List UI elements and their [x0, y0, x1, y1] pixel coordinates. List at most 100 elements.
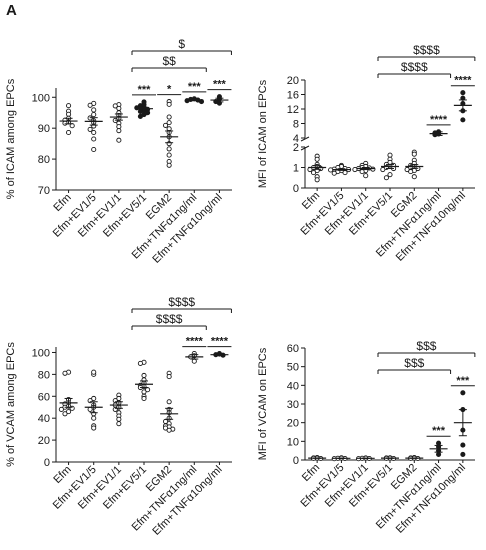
p1-data-point: [383, 175, 389, 181]
p0-data-point: [62, 120, 68, 126]
p0-data-point: [166, 101, 172, 107]
p0-significance-stars: ***: [213, 79, 227, 91]
p3-data-point: [460, 442, 466, 448]
p2-data-point: [116, 416, 122, 422]
p2-data-point: [166, 427, 172, 433]
p0-data-point: [166, 146, 172, 152]
p2-significance-stars: ****: [211, 336, 229, 348]
p1-y-tick-label: 8: [293, 119, 299, 131]
p0-data-point: [116, 128, 122, 134]
p0-y-tick-label: 90: [38, 123, 50, 135]
p2-data-point: [62, 370, 68, 376]
p1-y-tick-label: 1: [293, 163, 299, 175]
p1-data-point: [408, 169, 414, 175]
p0-data-point: [66, 103, 72, 109]
p3-comparison-label: $$$: [416, 339, 436, 353]
p2-y-tick-label: 60: [38, 391, 50, 403]
p0-significance-stars: ***: [138, 84, 152, 96]
p0-data-point: [116, 105, 122, 111]
p1-significance-stars: ****: [430, 114, 448, 126]
p0-data-point: [112, 103, 118, 109]
p0-data-point: [87, 102, 93, 108]
p2-data-point: [141, 389, 147, 395]
p2-data-point: [141, 395, 147, 402]
p1-data-point: [387, 152, 393, 158]
p2-y-axis-label: % of VCAM among EPCs: [5, 342, 17, 467]
p0-comparison-label: $$: [162, 54, 176, 68]
p1-data-point: [328, 167, 334, 173]
p3-y-tick-label: 10: [287, 436, 299, 448]
p3-y-tick-label: 30: [287, 399, 299, 411]
p0-y-tick-label: 70: [38, 185, 50, 197]
p1-data-point: [352, 166, 358, 173]
p0-y-tick-label: 100: [32, 92, 50, 104]
p0-data-point: [137, 113, 143, 119]
p0-comparison-label: $: [178, 37, 185, 51]
p1-comparison-label: $$$$: [413, 43, 440, 57]
p1-axis-break-mark: [300, 145, 310, 151]
p2-comparison-label: $$$$: [168, 295, 195, 309]
p2-data-point: [141, 372, 147, 379]
p0-data-point: [166, 162, 172, 168]
p2-comparison-label: $$$$: [156, 312, 183, 326]
p0-data-point: [162, 122, 169, 128]
p2-data-point: [191, 358, 197, 364]
p3-data-point: [460, 390, 466, 396]
p3-y-tick-label: 20: [287, 418, 299, 430]
p1-significance-stars: ****: [454, 75, 472, 87]
p0-data-point: [91, 107, 97, 113]
p0-data-point: [91, 129, 97, 136]
p1-data-point: [387, 172, 393, 178]
p2-data-point: [91, 425, 97, 431]
p2-data-point: [137, 360, 143, 366]
p3-y-tick-label: 60: [287, 343, 299, 355]
p1-data-point: [460, 117, 466, 123]
p1-y-tick-label: 4: [293, 133, 299, 145]
p1-data-point: [363, 173, 369, 179]
p2-y-tick-label: 0: [44, 457, 50, 469]
p0-significance-stars: *: [167, 84, 172, 96]
p1-data-point: [460, 90, 466, 96]
p2-data-point: [116, 421, 122, 427]
p0-data-point: [91, 112, 97, 118]
p2-data-point: [66, 409, 72, 415]
p0-y-tick-label: 80: [38, 154, 50, 166]
p1-y-tick-label: 2: [293, 142, 299, 154]
p1-y-axis-label: MFI of ICAM on EPCs: [257, 79, 269, 188]
p2-y-tick-label: 20: [38, 435, 50, 447]
p2-y-tick-label: 100: [32, 347, 50, 359]
p1-comparison-label: $$$$: [401, 60, 428, 74]
p1-data-point: [314, 177, 320, 183]
p0-data-point: [166, 114, 172, 120]
p2-y-tick-label: 80: [38, 369, 50, 381]
p1-data-point: [314, 156, 320, 162]
p0-y-axis-label: % of ICAM among EPCs: [5, 78, 17, 199]
p0-data-point: [184, 98, 190, 104]
p1-y-tick-label: 0: [293, 183, 299, 195]
p3-y-tick-label: 0: [293, 455, 299, 467]
p2-y-tick-label: 40: [38, 413, 50, 425]
p0-significance-stars: ***: [188, 81, 202, 93]
p1-data-point: [331, 170, 337, 176]
p1-data-point: [342, 170, 348, 176]
p1-data-point: [359, 169, 365, 175]
p1-y-tick-label: 16: [287, 90, 299, 102]
p3-y-axis-label: MFI of VCAM on EPCs: [257, 347, 269, 460]
p0-data-point: [91, 146, 97, 153]
p1-data-point: [411, 174, 417, 180]
p0-data-point: [87, 126, 93, 132]
panel-letter: A: [6, 2, 17, 19]
p0-data-point: [91, 136, 97, 142]
p1-data-point: [411, 151, 417, 157]
p2-significance-stars: ****: [186, 336, 204, 348]
p0-data-point: [116, 137, 122, 143]
p3-y-tick-label: 50: [287, 362, 299, 374]
p1-data-point: [380, 166, 386, 173]
p0-data-point: [66, 129, 72, 136]
p3-significance-stars: ***: [456, 375, 470, 387]
p1-data-point: [310, 170, 317, 176]
p3-data-point: [436, 451, 442, 457]
p1-y-tick-label: 12: [287, 104, 299, 116]
p3-comparison-label: $$$: [404, 356, 424, 370]
